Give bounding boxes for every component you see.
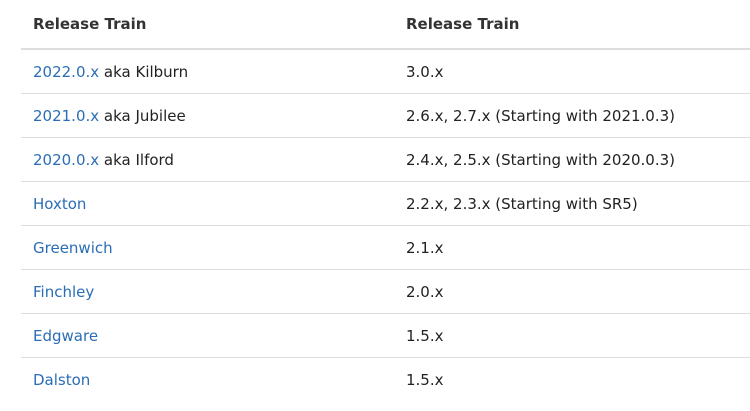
release-train-link[interactable]: 2020.0.x	[33, 150, 100, 169]
table-row: 2022.0.x aka Kilburn 3.0.x	[21, 49, 750, 94]
release-train-link[interactable]: Hoxton	[33, 194, 87, 213]
boot-version-cell: 2.0.x	[394, 269, 750, 314]
release-train-link[interactable]: Finchley	[33, 282, 95, 301]
table-row: Finchley 2.0.x	[21, 269, 750, 314]
release-train-cell: Finchley	[21, 269, 394, 314]
release-train-table: Release Train Release Train 2022.0.x aka…	[21, 0, 750, 401]
column-header-release-train: Release Train	[21, 0, 394, 50]
release-train-alias: aka Kilburn	[99, 62, 189, 81]
column-header-boot-version: Release Train	[394, 0, 750, 50]
boot-version-cell: 1.5.x	[394, 313, 750, 358]
table-row: 2021.0.x aka Jubilee 2.6.x, 2.7.x (Start…	[21, 93, 750, 138]
release-train-cell: 2022.0.x aka Kilburn	[21, 49, 394, 94]
release-train-cell: Hoxton	[21, 181, 394, 226]
release-train-cell: 2020.0.x aka Ilford	[21, 137, 394, 182]
release-train-link[interactable]: 2021.0.x	[33, 106, 100, 125]
boot-version-cell: 2.2.x, 2.3.x (Starting with SR5)	[394, 181, 750, 226]
release-train-link[interactable]: Greenwich	[33, 238, 113, 257]
release-train-cell: Greenwich	[21, 225, 394, 270]
release-train-link[interactable]: Edgware	[33, 326, 99, 345]
boot-version-cell: 2.6.x, 2.7.x (Starting with 2021.0.3)	[394, 93, 750, 138]
table-row: Hoxton 2.2.x, 2.3.x (Starting with SR5)	[21, 181, 750, 226]
table-row: Greenwich 2.1.x	[21, 225, 750, 270]
release-train-cell: 2021.0.x aka Jubilee	[21, 93, 394, 138]
table-header-row: Release Train Release Train	[21, 0, 750, 50]
table-row: Dalston 1.5.x	[21, 358, 750, 402]
boot-version-cell: 2.1.x	[394, 225, 750, 270]
release-train-table-container: Release Train Release Train 2022.0.x aka…	[21, 0, 750, 401]
release-train-link[interactable]: 2022.0.x	[33, 62, 100, 81]
release-train-cell: Dalston	[21, 358, 394, 402]
table-row: Edgware 1.5.x	[21, 313, 750, 358]
release-train-alias: aka Ilford	[99, 150, 174, 169]
boot-version-cell: 3.0.x	[394, 49, 750, 94]
release-train-link[interactable]: Dalston	[33, 370, 91, 389]
boot-version-cell: 2.4.x, 2.5.x (Starting with 2020.0.3)	[394, 137, 750, 182]
boot-version-cell: 1.5.x	[406, 370, 444, 389]
release-train-alias: aka Jubilee	[99, 106, 186, 125]
release-train-cell: Edgware	[21, 313, 394, 358]
table-row: 2020.0.x aka Ilford 2.4.x, 2.5.x (Starti…	[21, 137, 750, 182]
